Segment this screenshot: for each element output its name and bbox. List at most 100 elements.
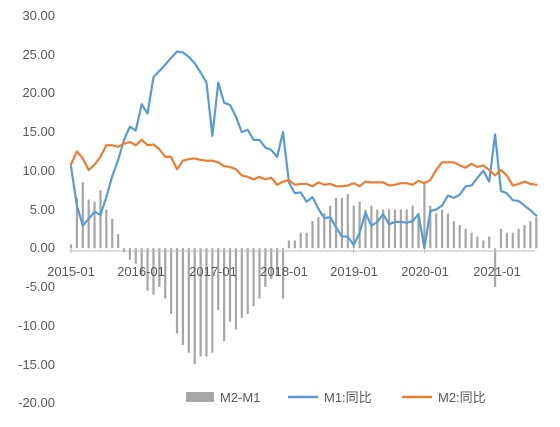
legend-label-m1: M1:同比 (324, 390, 372, 405)
bar-m2-m1 (287, 240, 291, 249)
bar-m2-m1 (446, 213, 450, 249)
bar-m2-m1 (105, 209, 108, 249)
bar-m2-m1 (440, 209, 444, 249)
x-tick-label: 2017-01 (189, 264, 237, 279)
bar-m2-m1 (117, 234, 120, 249)
line-series-m2 (69, 138, 538, 188)
bar-m2-m1 (217, 248, 220, 311)
x-tick-marks (70, 248, 496, 254)
bar-m2-m1 (234, 248, 238, 330)
bar-m2-m1 (211, 248, 214, 353)
bar-m2-m1 (134, 248, 137, 264)
bar-m2-m1 (317, 217, 320, 249)
bar-m2-m1 (323, 213, 326, 249)
bar-m2-m1 (364, 209, 367, 249)
bar-m2-m1 (435, 213, 438, 249)
bar-m2-m1 (452, 221, 455, 249)
bar-m2-m1 (470, 232, 473, 249)
bar-m2-m1 (488, 236, 491, 249)
bar-m2-m1 (223, 248, 226, 342)
y-tick-label: -10.00 (18, 318, 55, 333)
bar-m2-m1 (246, 248, 249, 314)
bar-m2-m1 (193, 248, 196, 365)
bar-m2-m1 (258, 248, 261, 299)
bar-m2-m1 (305, 232, 308, 249)
y-tick-label: -20.00 (18, 395, 55, 410)
bar-m2-m1 (329, 205, 332, 249)
bar-m2-m1 (505, 232, 508, 249)
y-tick-label: -5.00 (25, 279, 55, 294)
x-tick-label: 2015-01 (47, 264, 95, 279)
bar-m2-m1 (535, 217, 538, 249)
y-tick-label: 30.00 (22, 8, 55, 23)
bar-m2-m1 (122, 248, 126, 253)
y-tick-label: 0.00 (30, 240, 55, 255)
y-tick-label: 5.00 (30, 202, 55, 217)
bar-m2-m1 (352, 205, 355, 249)
y-tick-label: 25.00 (22, 47, 55, 62)
y-tick-label: 15.00 (22, 124, 55, 139)
bar-m2-m1 (458, 224, 461, 249)
bar-m2-m1 (334, 197, 338, 249)
bar-m2-m1 (423, 182, 426, 249)
bar-m2-m1 (299, 232, 302, 249)
bar-m2-m1 (399, 209, 402, 249)
bar-m2-m1 (170, 248, 173, 314)
bar-m2-m1 (187, 248, 190, 353)
bar-m2-m1 (240, 248, 243, 318)
bar-m2-m1 (276, 248, 279, 276)
bar-m2-m1 (523, 224, 526, 249)
bar-m2-m1 (164, 248, 167, 299)
bar-m2-m1 (252, 248, 255, 307)
bar-series-m2-m1 (69, 182, 538, 365)
bar-m2-m1 (93, 201, 96, 249)
x-tick-label: 2018-01 (260, 264, 308, 279)
y-tick-label: 20.00 (22, 85, 55, 100)
bar-m2-m1 (517, 228, 520, 249)
bar-m2-m1 (69, 244, 73, 249)
bar-m2-m1 (81, 182, 84, 249)
bar-m2-m1 (270, 248, 273, 280)
bar-m2-m1 (493, 248, 497, 287)
bar-m2-m1 (376, 209, 379, 249)
x-tick-label: 2021-01 (473, 264, 521, 279)
line-series-m1 (69, 50, 538, 250)
bar-m2-m1 (199, 248, 202, 357)
bar-m2-m1 (140, 248, 143, 276)
y-tick-label: -15.00 (18, 357, 55, 372)
bar-m2-m1 (281, 248, 285, 299)
bar-m2-m1 (75, 197, 78, 249)
bar-m2-m1 (87, 199, 90, 249)
bar-m2-m1 (340, 197, 344, 249)
bar-m2-m1 (293, 240, 296, 249)
bar-m2-m1 (158, 248, 161, 287)
bar-m2-m1 (358, 201, 361, 249)
y-tick-labels: 30.00 25.00 20.00 15.00 10.00 5.00 0.00 … (18, 8, 55, 410)
bar-m2-m1 (228, 248, 232, 322)
bar-m2-m1 (405, 209, 408, 249)
bar-m2-m1 (311, 221, 314, 249)
bar-m2-m1 (476, 236, 479, 249)
x-tick-label: 2016-01 (117, 264, 165, 279)
bar-m2-m1 (393, 209, 397, 249)
bar-m2-m1 (529, 221, 532, 249)
bar-m2-m1 (499, 228, 503, 249)
y-tick-label: 10.00 (22, 163, 55, 178)
bar-m2-m1 (264, 248, 267, 287)
legend-label-m2-m1: M2-M1 (220, 390, 260, 405)
bar-m2-m1 (152, 248, 155, 295)
bar-m2-m1 (146, 248, 149, 291)
bar-m2-m1 (387, 209, 391, 249)
x-tick-labels: 2015-01 2016-01 2017-01 2018-01 2019-01 … (47, 264, 521, 279)
bar-m2-m1 (175, 248, 179, 334)
bar-m2-m1 (429, 205, 432, 249)
bar-m2-m1 (111, 218, 114, 249)
bar-m2-m1 (464, 228, 467, 249)
line-series (69, 50, 538, 250)
bar-m2-m1 (511, 232, 514, 249)
bar-m2-m1 (128, 248, 131, 260)
bar-m2-m1 (346, 194, 349, 249)
bar-m2-m1 (181, 248, 185, 345)
bar-m2-m1 (370, 205, 373, 249)
